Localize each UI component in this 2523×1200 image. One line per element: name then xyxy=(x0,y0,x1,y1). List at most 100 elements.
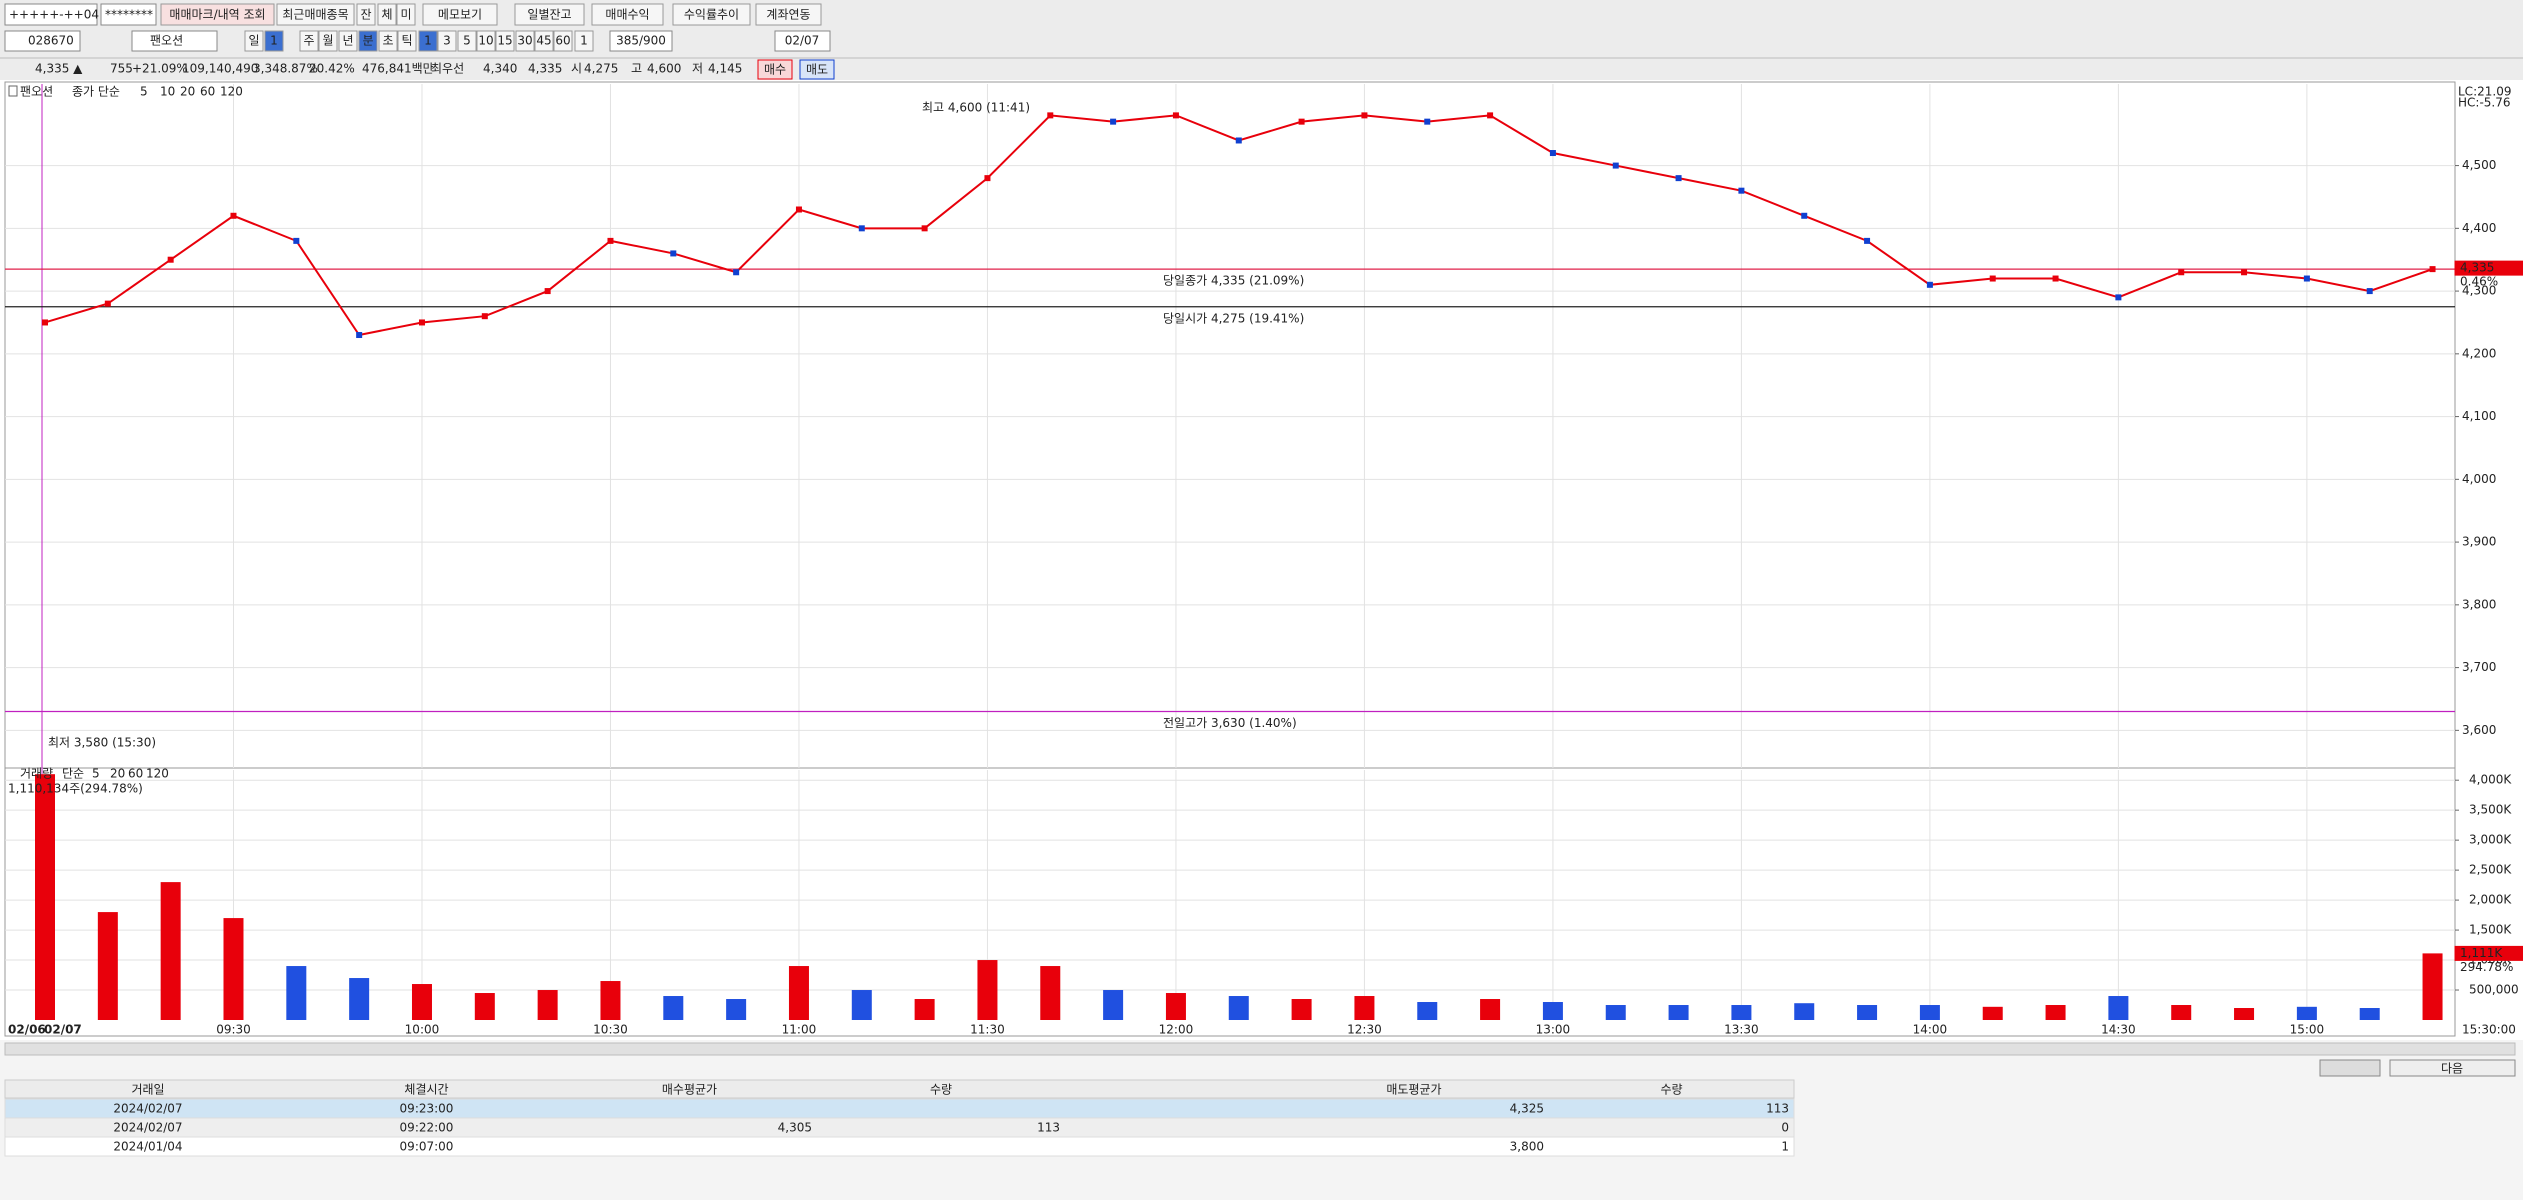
period-button[interactable] xyxy=(534,30,554,52)
date: 02/07 xyxy=(785,34,820,48)
price-point xyxy=(2178,269,2185,276)
period-button[interactable] xyxy=(338,30,358,52)
toolbar-button[interactable] xyxy=(396,3,416,26)
volume-bar xyxy=(537,990,558,1020)
toolbar-button[interactable] xyxy=(160,3,275,26)
price-point xyxy=(167,256,174,263)
quote-amount: 476,841백만 xyxy=(362,62,434,76)
period-label: 년 xyxy=(342,34,353,48)
high-note: 최고 4,600 (11:41) xyxy=(922,101,1030,115)
lc-label: LC:21.09 xyxy=(2458,85,2511,99)
name-box[interactable] xyxy=(131,30,218,52)
period-label: 3 xyxy=(443,34,451,48)
period-button[interactable] xyxy=(457,30,477,52)
volume-bar xyxy=(2045,1005,2066,1020)
price-point xyxy=(1738,187,1745,194)
buy-button[interactable] xyxy=(757,59,793,80)
period-button[interactable] xyxy=(299,30,319,52)
period-label: 5 xyxy=(463,34,471,48)
toolbar-button[interactable] xyxy=(276,3,355,26)
scrollbar[interactable] xyxy=(4,1042,2516,1056)
date-box[interactable] xyxy=(774,30,831,52)
legend-icon[interactable] xyxy=(8,85,18,97)
quote-rate: +21.09% xyxy=(132,62,188,76)
table-row[interactable] xyxy=(4,1136,1795,1157)
period-button[interactable] xyxy=(476,30,496,52)
price-point xyxy=(1989,275,1996,282)
period-button[interactable] xyxy=(418,30,438,52)
toolbar-button-label: 일별잔고 xyxy=(527,8,571,22)
toolbar-button[interactable] xyxy=(422,3,498,26)
volume-bar xyxy=(1542,1002,1563,1020)
volume-bar xyxy=(160,882,181,1020)
price-point xyxy=(2052,275,2059,282)
low-note: 최저 3,580 (15:30) xyxy=(48,736,156,750)
price-point xyxy=(293,237,300,244)
stock-code: 028670 xyxy=(28,34,74,48)
volume-bar xyxy=(2359,1008,2380,1020)
period-label: 틱 xyxy=(401,34,412,48)
quote-open: 4,275 xyxy=(584,62,618,76)
password-box[interactable] xyxy=(100,3,157,26)
table-row[interactable] xyxy=(4,1117,1795,1138)
period-button[interactable] xyxy=(574,30,594,52)
period-button[interactable] xyxy=(437,30,457,52)
nav-button[interactable] xyxy=(2319,1059,2381,1077)
code-box[interactable] xyxy=(4,30,81,52)
volume-tag xyxy=(2454,945,2523,961)
x-tick-label: 13:00 xyxy=(1536,1023,1571,1037)
toolbar-button[interactable] xyxy=(755,3,822,26)
period-button[interactable] xyxy=(244,30,264,52)
price-point xyxy=(418,319,425,326)
reference-label: 당일시가 4,275 (19.41%) xyxy=(1163,311,1304,325)
period-button[interactable] xyxy=(358,30,378,52)
toolbar-button-label: 잔 xyxy=(360,8,371,22)
legend-period: 5 xyxy=(92,767,100,781)
y-tick-label: 4,100 xyxy=(2462,409,2496,423)
y-tick-label: 2,500K xyxy=(2469,863,2512,877)
x-tick-label: 10:30 xyxy=(593,1023,628,1037)
table-header-cell: 거래일 xyxy=(131,1083,164,1097)
price-point xyxy=(104,300,111,307)
period-button[interactable] xyxy=(495,30,515,52)
toolbar-button[interactable] xyxy=(591,3,664,26)
period-label: 30 xyxy=(517,34,532,48)
price-point xyxy=(2366,288,2373,295)
y-tick-label: 3,600 xyxy=(2462,723,2496,737)
x-tick-label: 10:00 xyxy=(405,1023,440,1037)
x-tick-label: 12:30 xyxy=(1347,1023,1382,1037)
period-button[interactable] xyxy=(515,30,535,52)
table-cell: 2024/02/07 xyxy=(113,1102,182,1116)
toolbar-button[interactable] xyxy=(377,3,397,26)
price-point xyxy=(1864,237,1871,244)
price-point xyxy=(670,250,677,257)
toolbar-button[interactable] xyxy=(672,3,751,26)
toolbar-button[interactable] xyxy=(514,3,585,26)
period-button[interactable] xyxy=(397,30,417,52)
period-button[interactable] xyxy=(553,30,573,52)
y-tick-label: 2,000K xyxy=(2469,893,2512,907)
period-label: 분 xyxy=(362,34,373,48)
legend-period: 120 xyxy=(220,85,243,99)
price-point xyxy=(230,212,237,219)
next-button[interactable] xyxy=(2389,1059,2516,1077)
table-cell: 4,325 xyxy=(1510,1102,1544,1116)
period-label: 1 xyxy=(424,34,432,48)
period-button[interactable] xyxy=(318,30,338,52)
volume-bar xyxy=(1668,1005,1689,1020)
sell-button[interactable] xyxy=(799,59,835,80)
volume-bar xyxy=(1605,1005,1626,1020)
period-button[interactable] xyxy=(378,30,398,52)
next-label: 다음 xyxy=(2441,1062,2463,1076)
toolbar-button-label: 수익률추이 xyxy=(684,8,739,22)
price-point xyxy=(1110,118,1117,125)
account-box[interactable] xyxy=(4,3,98,26)
volume-bar xyxy=(1165,993,1186,1020)
price-point xyxy=(1424,118,1431,125)
period-button[interactable] xyxy=(264,30,284,52)
toolbar-button[interactable] xyxy=(356,3,376,26)
chart-frame xyxy=(4,81,2456,1037)
price-point xyxy=(2241,269,2248,276)
price-point xyxy=(2115,294,2122,301)
price-point xyxy=(858,225,865,232)
